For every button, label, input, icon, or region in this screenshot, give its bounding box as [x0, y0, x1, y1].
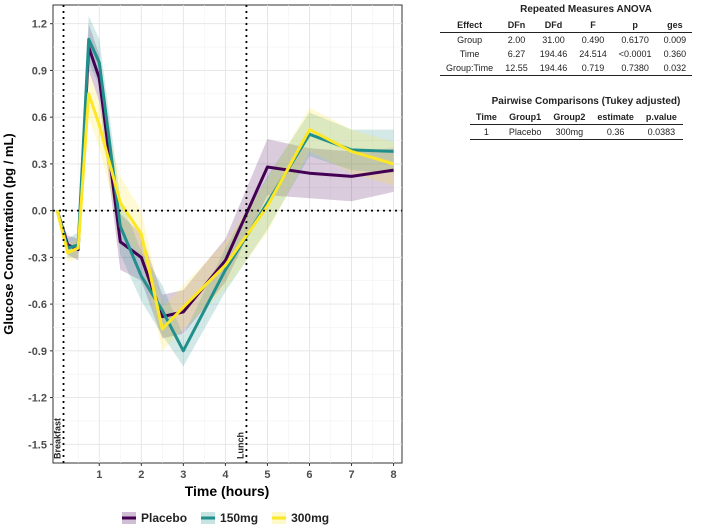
- table-header-cell: Group1: [502, 110, 548, 125]
- reference-lines: Breakfast Lunch: [53, 5, 402, 463]
- table-cell: 300mg: [547, 124, 592, 140]
- table-header-cell: ges: [657, 18, 693, 33]
- table-cell: Group: [457, 35, 483, 45]
- x-tick-label: 8: [391, 469, 397, 481]
- y-tick-label: 0.9: [32, 65, 47, 77]
- table-cell: 6.27: [507, 49, 526, 59]
- y-tick-label: -1.2: [28, 393, 47, 405]
- table-header-cell: p.value: [639, 110, 683, 125]
- legend-label: 300mg: [291, 511, 329, 525]
- table-cell: 194.46: [533, 61, 574, 76]
- series-lines: [55, 37, 395, 353]
- x-tick-label: 5: [264, 469, 270, 481]
- x-tick-label: 3: [180, 469, 186, 481]
- y-tick-label: 0.3: [32, 159, 47, 171]
- table-cell: Time: [459, 49, 480, 59]
- legend: Placebo 150mg 300mg: [122, 511, 329, 525]
- table-cell: 0.490: [581, 35, 605, 45]
- table-cell: 0.719: [573, 61, 613, 76]
- y-tick-label: -1.5: [28, 439, 47, 451]
- table-cell: <0.0001: [618, 49, 652, 59]
- table-header-cell: Time: [470, 110, 503, 125]
- event-label: Breakfast: [53, 418, 63, 459]
- table-cell: Group:Time: [440, 61, 500, 76]
- x-tick-label: 2: [138, 469, 144, 481]
- y-tick-label: 0.6: [32, 112, 47, 124]
- table-cell: 2.00: [507, 35, 526, 45]
- x-tick-label: 6: [306, 469, 312, 481]
- table-cell: Placebo: [502, 124, 548, 140]
- table-cell: 0.009: [663, 35, 687, 45]
- table-cell: 12.55: [499, 61, 534, 76]
- y-axis-ticks: -1.5 -1.2 -0.9 -0.6 -0.3 0.0 0.3 0.6 0.9 1.2: [28, 19, 53, 451]
- y-tick-label: -0.6: [28, 299, 47, 311]
- legend-label: 150mg: [220, 511, 258, 525]
- legend-label: Placebo: [141, 511, 187, 525]
- table-cell: 194.46: [539, 49, 568, 59]
- event-label: Lunch: [235, 432, 245, 459]
- table-cell: 1: [470, 124, 503, 140]
- pairwise-title: Pairwise Comparisons (Tukey adjusted): [491, 96, 681, 107]
- table-row: Group:Time 12.55 194.46 0.719 0.7380 0.032: [440, 61, 693, 76]
- x-tick-label: 7: [348, 469, 354, 481]
- table-cell: 0.7380: [612, 61, 658, 76]
- y-tick-label: 0.0: [32, 206, 47, 218]
- table-header-row: Time Group1 Group2 estimate p.value: [470, 110, 683, 125]
- x-tick-label: 4: [222, 469, 229, 481]
- series-line-300mg: [55, 92, 395, 331]
- x-axis-title: Time (hours): [185, 483, 270, 499]
- table-header-cell: Group2: [547, 110, 592, 125]
- table-row: 1 Placebo 300mg 0.36 0.0383: [470, 124, 683, 140]
- table-row: Time 6.27 194.46 24.514 <0.0001 0.360: [440, 47, 692, 61]
- table-cell: 0.032: [657, 61, 693, 76]
- table-header-cell: p: [612, 18, 658, 33]
- ribbon-300mg: [57, 70, 394, 351]
- table-cell: 0.6170: [621, 35, 649, 45]
- y-tick-label: -0.9: [28, 346, 47, 358]
- table-cell: 0.36: [591, 124, 640, 140]
- y-tick-label: 1.2: [32, 19, 47, 31]
- table-header-cell: DFn: [499, 18, 534, 33]
- table-cell: 0.360: [663, 49, 687, 59]
- y-tick-label: -0.3: [28, 252, 47, 264]
- table-row: Group 2.00 31.00 0.490 0.6170 0.009: [440, 33, 692, 48]
- table-cell: 24.514: [579, 49, 607, 59]
- table-cell: 0.0383: [639, 124, 683, 140]
- table-header-cell: DFd: [533, 18, 574, 33]
- table-header-cell: F: [573, 18, 613, 33]
- x-tick-label: 1: [96, 469, 102, 481]
- table-header-cell: estimate: [591, 110, 640, 125]
- anova-title: Repeated Measures ANOVA: [520, 4, 652, 15]
- table-header-cell: Effect: [440, 18, 500, 33]
- x-axis-ticks: 1 2 3 4 5 6 7 8: [96, 463, 397, 481]
- pairwise-table: Time Group1 Group2 estimate p.value 1 Placebo 3…: [470, 110, 683, 140]
- y-axis-title: Glucose Concentration (pg / mL): [1, 133, 16, 335]
- table-cell: 31.00: [542, 35, 565, 45]
